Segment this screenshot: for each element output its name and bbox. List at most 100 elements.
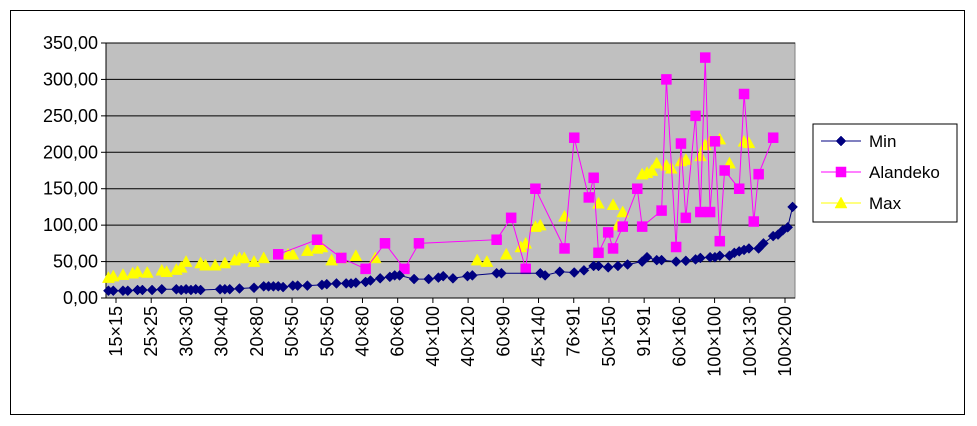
x-tick-label: 20×80: [247, 306, 267, 357]
data-point-min: [578, 264, 590, 276]
data-point-min: [394, 270, 405, 281]
x-tick-label: 45×140: [529, 306, 549, 367]
data-point-min: [554, 266, 566, 278]
data-point-alandeko: [413, 238, 425, 249]
y-tick-label: 250,00: [43, 106, 98, 126]
data-point-alandeko: [719, 165, 730, 176]
data-point-alandeko: [636, 221, 648, 232]
data-point-max: [606, 198, 620, 210]
series-group: [102, 52, 798, 297]
data-point-alandeko: [588, 172, 599, 184]
data-point-min: [656, 254, 667, 266]
data-point-min: [107, 285, 119, 297]
data-point-alandeko: [699, 52, 711, 63]
x-axis: 15×15 25×25 30×30 30×40 20×80 50×50 50×50 40×80…: [106, 297, 795, 377]
x-tick-label: 40×100: [423, 306, 443, 367]
x-tick-label: 100×100: [705, 306, 725, 377]
x-tick-label: 100×130: [740, 306, 760, 377]
data-point-min: [437, 270, 449, 282]
x-tick-label: 15×15: [106, 306, 126, 357]
data-point-alandeko: [583, 192, 595, 203]
y-tick-label: 200,00: [43, 142, 98, 162]
series-line-alandeko: [278, 57, 774, 270]
x-tick-label: 100×200: [775, 306, 795, 377]
data-point-min: [423, 273, 435, 285]
data-point-min: [248, 282, 260, 294]
x-tick-label: 40×80: [352, 306, 372, 357]
data-point-min: [195, 284, 206, 296]
data-point-min: [602, 262, 614, 273]
data-point-min: [714, 250, 726, 262]
y-tick-label: 150,00: [43, 179, 98, 199]
x-tick-label: 60×90: [493, 306, 513, 357]
data-point-max: [315, 240, 329, 253]
data-point-min: [680, 255, 692, 267]
data-point-alandeko: [568, 132, 580, 143]
data-point-min: [593, 260, 604, 272]
data-point-max: [106, 269, 120, 282]
data-point-alandeko: [491, 234, 502, 245]
data-point-alandeko: [602, 227, 614, 238]
data-point-max: [645, 163, 659, 176]
y-tick-label: 50,00: [53, 252, 98, 272]
data-point-alandeko: [520, 263, 531, 275]
x-tick-label: 50×50: [282, 306, 302, 357]
data-point-alandeko: [661, 74, 672, 85]
data-point-max: [179, 255, 193, 267]
data-point-min: [641, 251, 653, 263]
data-point-max: [300, 244, 314, 256]
data-point-max: [325, 253, 339, 266]
data-point-max: [616, 205, 630, 218]
data-point-min: [146, 284, 158, 296]
y-tick-label: 100,00: [43, 215, 98, 235]
data-point-max: [116, 268, 130, 280]
data-point-max: [349, 249, 363, 261]
data-point-alandeko: [273, 249, 284, 260]
data-point-alandeko: [399, 263, 410, 275]
data-point-max: [131, 265, 144, 278]
data-point-alandeko: [690, 110, 701, 122]
data-point-alandeko: [530, 183, 541, 194]
data-point-max: [533, 218, 547, 231]
data-point-max: [237, 251, 251, 264]
x-tick-label: 30×40: [212, 306, 232, 357]
data-point-min: [743, 243, 755, 254]
data-point-max: [650, 156, 664, 169]
data-point-alandeko: [767, 132, 779, 143]
x-tick-label: 60×160: [669, 306, 689, 367]
legend-item-min: Min: [821, 132, 896, 151]
data-point-alandeko: [748, 216, 760, 227]
data-point-max: [247, 255, 261, 267]
data-point-min: [234, 283, 245, 294]
x-tick-label: 25×25: [141, 306, 161, 357]
data-point-alandeko: [379, 238, 391, 249]
data-point-alandeko: [738, 88, 750, 100]
data-point-alandeko: [675, 138, 687, 149]
data-point-alandeko: [695, 206, 706, 218]
data-point-min: [539, 270, 551, 281]
data-point-max: [208, 258, 222, 271]
data-point-max: [470, 253, 484, 266]
y-tick-label: 0,00: [63, 288, 98, 308]
chart-svg: 0,00 50,00 100,00 150,00 200,00 250,00 300,00 3…: [43, 33, 958, 377]
x-tick-label: 76×91: [564, 306, 584, 357]
data-point-min: [782, 221, 794, 233]
data-point-alandeko: [733, 183, 745, 194]
x-tick-label: 40×120: [458, 306, 478, 367]
data-point-min: [447, 272, 459, 284]
data-point-alandeko: [680, 212, 692, 224]
legend-marker: [835, 135, 847, 147]
legend-item-max: Max: [821, 194, 902, 213]
legend: Min Alandeko Max: [812, 123, 958, 223]
data-point-alandeko: [656, 205, 667, 216]
data-point-alandeko: [336, 252, 347, 264]
data-point-min: [496, 267, 507, 279]
data-point-min: [156, 283, 168, 295]
data-point-min: [758, 238, 769, 249]
data-point-min: [350, 277, 362, 289]
legend-marker: [835, 166, 847, 178]
data-point-max: [218, 256, 232, 269]
data-point-alandeko: [753, 168, 764, 180]
x-tick-label: 50×150: [599, 306, 619, 367]
series-min: [103, 201, 798, 297]
